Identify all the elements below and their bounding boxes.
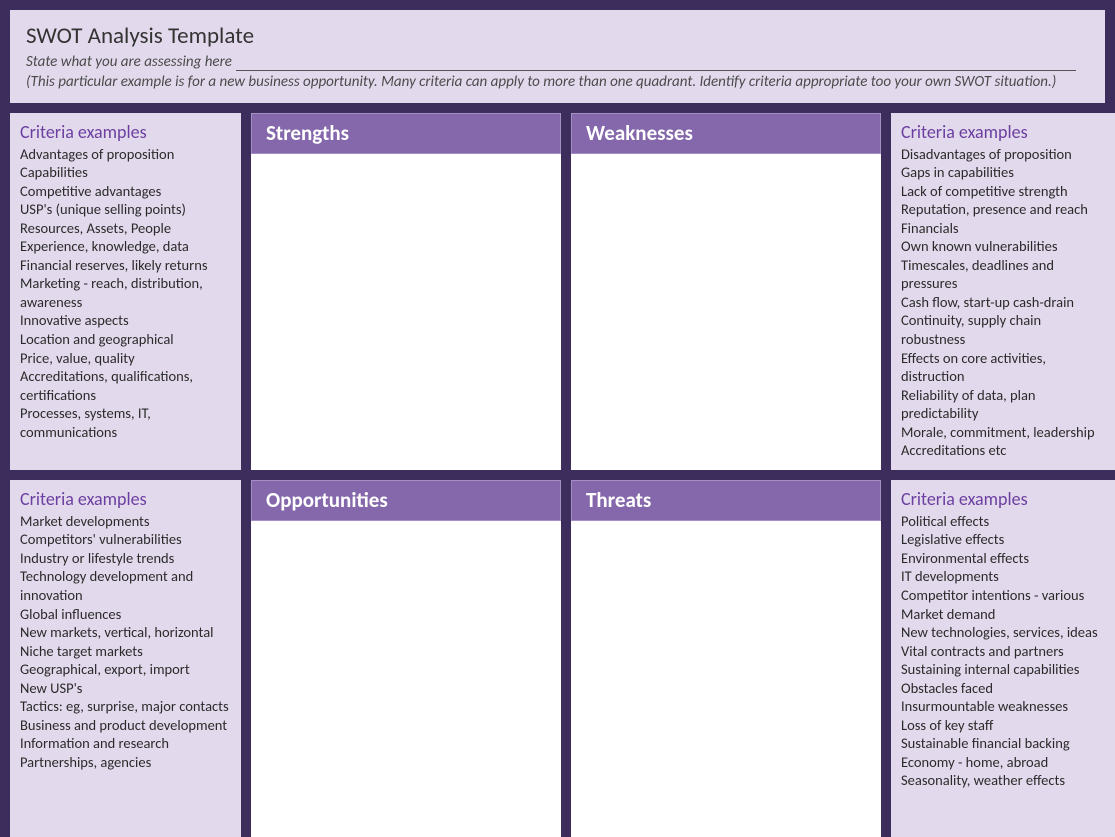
list-item: Disadvantages of proposition — [901, 145, 1105, 164]
list-item: Global influences — [20, 605, 231, 624]
criteria-title: Criteria examples — [20, 121, 231, 143]
list-item: Competitors' vulnerabilities — [20, 530, 231, 549]
list-item: Legislative effects — [901, 530, 1105, 549]
list-item: Morale, commitment, leadership — [901, 423, 1105, 442]
list-item: Own known vulnerabilities — [901, 237, 1105, 256]
list-item: Marketing - reach, distribution, awarene… — [20, 274, 231, 311]
quadrant-opportunities: Opportunities — [251, 480, 561, 837]
list-item: Industry or lifestyle trends — [20, 549, 231, 568]
list-item: Insurmountable weaknesses — [901, 697, 1105, 716]
list-item: Seasonality, weather effects — [901, 771, 1105, 790]
quadrant-threats: Threats — [571, 480, 881, 837]
list-item: Technology development and innovation — [20, 567, 231, 604]
list-item: Lack of competitive strength — [901, 182, 1105, 201]
fill-in-line — [236, 70, 1076, 71]
list-item: Sustainable financial backing — [901, 734, 1105, 753]
quadrant-body — [571, 154, 881, 470]
list-item: Information and research — [20, 734, 231, 753]
list-item: Continuity, supply chain robustness — [901, 311, 1105, 348]
list-item: Geographical, export, import — [20, 660, 231, 679]
criteria-opportunities: Criteria examples Market developmentsCom… — [10, 480, 241, 837]
list-item: Advantages of proposition — [20, 145, 231, 164]
list-item: USP's (unique selling points) — [20, 200, 231, 219]
list-item: Tactics: eg, surprise, major contacts — [20, 697, 231, 716]
swot-grid: Criteria examples Advantages of proposit… — [10, 113, 1105, 837]
list-item: New technologies, services, ideas — [901, 623, 1105, 642]
list-item: Timescales, deadlines and pressures — [901, 256, 1105, 293]
quadrant-header: Opportunities — [251, 480, 561, 521]
list-item: Competitor intentions - various — [901, 586, 1105, 605]
list-item: Environmental effects — [901, 549, 1105, 568]
list-item: Experience, knowledge, data — [20, 237, 231, 256]
swot-template: SWOT Analysis Template State what you ar… — [10, 10, 1105, 780]
list-item: Financial reserves, likely returns — [20, 256, 231, 275]
header-note: (This particular example is for a new bu… — [26, 73, 1089, 93]
list-item: Processes, systems, IT, communications — [20, 404, 231, 441]
criteria-strengths: Criteria examples Advantages of proposit… — [10, 113, 241, 470]
page-title: SWOT Analysis Template — [26, 22, 1089, 50]
list-item: Market developments — [20, 512, 231, 531]
quadrant-header: Strengths — [251, 113, 561, 154]
subtitle-text: State what you are assessing here — [26, 53, 232, 71]
list-item: Economy - home, abroad — [901, 753, 1105, 772]
criteria-list: Advantages of propositionCapabilitiesCom… — [20, 145, 231, 442]
list-item: Market demand — [901, 605, 1105, 624]
criteria-list: Political effectsLegislative effectsEnvi… — [901, 512, 1105, 790]
list-item: Price, value, quality — [20, 349, 231, 368]
list-item: Accreditations, qualifications, certific… — [20, 367, 231, 404]
criteria-list: Market developmentsCompetitors' vulnerab… — [20, 512, 231, 772]
list-item: Obstacles faced — [901, 679, 1105, 698]
list-item: Resources, Assets, People — [20, 219, 231, 238]
quadrant-body — [251, 154, 561, 470]
criteria-threats: Criteria examples Political effectsLegis… — [891, 480, 1115, 837]
criteria-list: Disadvantages of propositionGaps in capa… — [901, 145, 1105, 460]
quadrant-header: Weaknesses — [571, 113, 881, 154]
list-item: Niche target markets — [20, 642, 231, 661]
criteria-title: Criteria examples — [901, 121, 1105, 143]
list-item: Partnerships, agencies — [20, 753, 231, 772]
list-item: Reliability of data, plan predictability — [901, 386, 1105, 423]
list-item: Sustaining internal capabilities — [901, 660, 1105, 679]
list-item: Vital contracts and partners — [901, 642, 1105, 661]
list-item: Reputation, presence and reach — [901, 200, 1105, 219]
list-item: Political effects — [901, 512, 1105, 531]
criteria-title: Criteria examples — [901, 488, 1105, 510]
list-item: Loss of key staff — [901, 716, 1105, 735]
criteria-weaknesses: Criteria examples Disadvantages of propo… — [891, 113, 1115, 470]
list-item: Gaps in capabilities — [901, 163, 1105, 182]
list-item: Business and product development — [20, 716, 231, 735]
list-item: Effects on core activities, distruction — [901, 349, 1105, 386]
quadrant-weaknesses: Weaknesses — [571, 113, 881, 470]
quadrant-strengths: Strengths — [251, 113, 561, 470]
list-item: IT developments — [901, 567, 1105, 586]
subtitle-row: State what you are assessing here — [26, 52, 1089, 71]
quadrant-header: Threats — [571, 480, 881, 521]
criteria-title: Criteria examples — [20, 488, 231, 510]
list-item: Financials — [901, 219, 1105, 238]
list-item: Capabilities — [20, 163, 231, 182]
list-item: Location and geographical — [20, 330, 231, 349]
list-item: Accreditations etc — [901, 441, 1105, 460]
list-item: New markets, vertical, horizontal — [20, 623, 231, 642]
list-item: Cash flow, start-up cash-drain — [901, 293, 1105, 312]
list-item: Competitive advantages — [20, 182, 231, 201]
list-item: Innovative aspects — [20, 311, 231, 330]
template-header: SWOT Analysis Template State what you ar… — [10, 10, 1105, 103]
list-item: New USP's — [20, 679, 231, 698]
